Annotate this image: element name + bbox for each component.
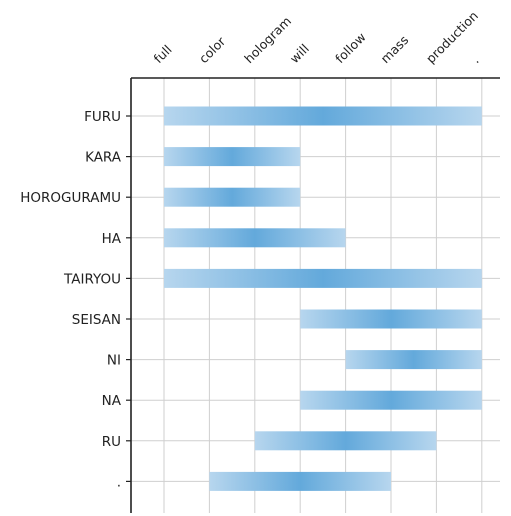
alignment-bar-9 — [254, 431, 437, 451]
row-labels: FURU KARA HOROGURAMU HA TAIRYOU SEISAN NI NA RU. — [20, 109, 121, 490]
alignment-bar-3 — [164, 187, 301, 207]
column-label-1: full — [151, 42, 175, 66]
column-label-3: hologram — [241, 13, 294, 66]
alignment-bar-6 — [300, 309, 482, 329]
column-label-5: follow — [332, 29, 369, 66]
row-label-10: . — [117, 474, 121, 490]
row-label-2: KARA — [85, 150, 122, 166]
alignment-bar-8 — [300, 390, 482, 410]
row-label-7: NI — [107, 353, 121, 369]
row-label-3: HOROGURAMU — [20, 190, 121, 206]
row-label-1: FURU — [84, 109, 121, 125]
row-label-4: HA — [102, 231, 122, 247]
alignment-bar-2 — [164, 147, 301, 167]
alignment-bar-7 — [345, 350, 482, 370]
row-label-5: TAIRYOU — [63, 271, 121, 287]
row-label-9: RU — [102, 434, 121, 450]
axes — [126, 77, 500, 513]
alignment-bar-10 — [209, 471, 391, 491]
column-label-2: color — [196, 33, 229, 66]
column-label-6: mass — [378, 32, 412, 66]
alignment-bar-5 — [164, 268, 482, 288]
column-label-4: will — [287, 41, 312, 66]
row-label-8: NA — [102, 393, 122, 409]
row-label-6: SEISAN — [72, 312, 121, 328]
alignment-bars — [164, 106, 482, 491]
column-label-8: . — [468, 53, 481, 66]
alignment-bar-4 — [164, 228, 346, 248]
alignment-bar-1 — [164, 106, 482, 126]
